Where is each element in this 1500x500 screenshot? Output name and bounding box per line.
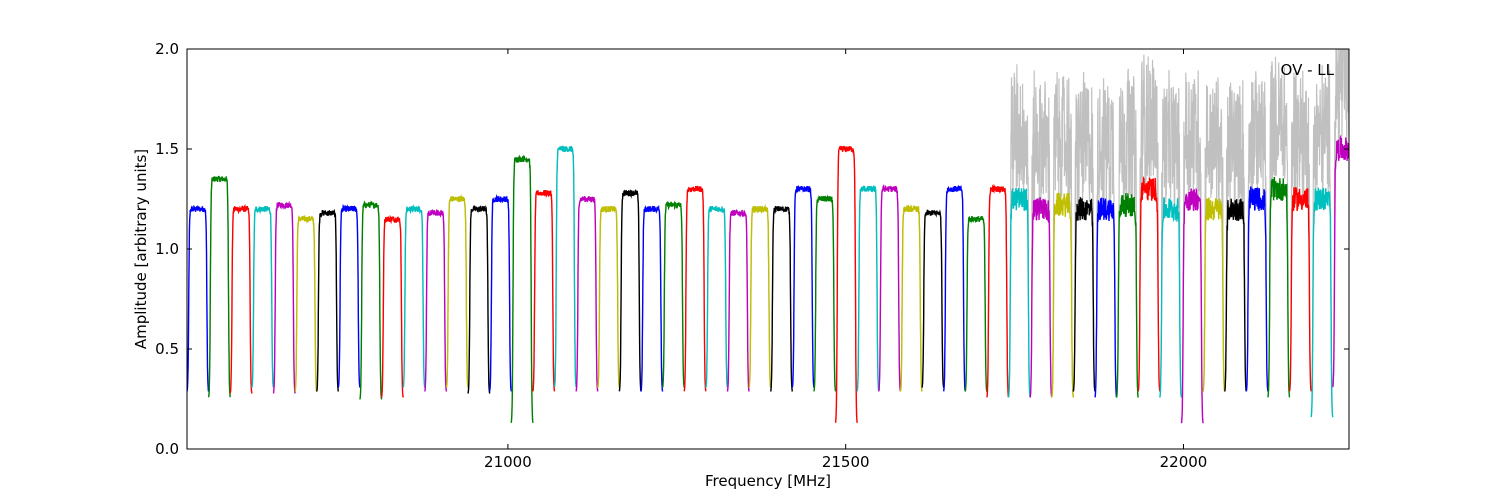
band-line: [1332, 134, 1349, 388]
band-line: [1288, 187, 1312, 392]
band-line: [1159, 197, 1183, 398]
band-line: [316, 208, 339, 392]
band-line: [207, 175, 231, 398]
y-tick-label: 0.0: [155, 440, 179, 458]
y-tick-label: 1.5: [155, 140, 179, 158]
band-line: [532, 190, 556, 392]
y-tick-label: 1.0: [155, 240, 179, 258]
band-line: [1267, 176, 1291, 398]
band-line: [986, 183, 1010, 398]
band-line: [1224, 198, 1247, 392]
band-line: [445, 194, 469, 388]
raw-band-line: [1137, 54, 1161, 392]
calibrated-bands-layer: [187, 134, 1349, 424]
band-line: [964, 215, 988, 392]
band-line: [229, 203, 253, 394]
band-line: [575, 196, 599, 392]
band-line: [337, 203, 361, 388]
band-line: [1115, 193, 1139, 398]
x-tick-label: 21000: [484, 453, 532, 471]
x-axis-ticks: 21000 21500 22000: [484, 49, 1207, 471]
x-tick-label: 21500: [822, 453, 870, 471]
x-tick-label: 22000: [1160, 453, 1208, 471]
y-axis-label: Amplitude [arbitrary units]: [132, 149, 150, 349]
band-line: [640, 204, 664, 392]
band-line: [899, 204, 923, 392]
band-line: [661, 200, 685, 388]
band-line: [705, 205, 729, 388]
band-line: [878, 184, 902, 392]
band-line: [553, 145, 577, 388]
y-tick-label: 2.0: [155, 40, 179, 58]
raw-band-line: [1094, 78, 1118, 398]
raw-band-line: [1267, 56, 1291, 398]
band-line: [272, 200, 296, 394]
band-line: [424, 209, 448, 392]
raw-band-line: [1180, 70, 1204, 424]
raw-band-line: [1332, 49, 1349, 388]
raw-band-line: [1288, 70, 1312, 392]
band-line: [187, 204, 210, 392]
band-line: [921, 209, 945, 388]
band-line: [834, 145, 858, 423]
raw-band-line: [1202, 77, 1226, 392]
band-line: [359, 200, 383, 400]
band-line: [726, 208, 750, 392]
band-line: [813, 194, 837, 392]
band-line: [770, 205, 793, 392]
band-line: [380, 214, 404, 398]
band-line: [1137, 175, 1161, 392]
band-line: [1029, 197, 1053, 398]
band-line: [1051, 192, 1075, 398]
band-line: [943, 184, 966, 392]
band-line: [618, 188, 642, 392]
band-line: [1094, 197, 1118, 398]
band-line: [1180, 187, 1204, 424]
band-line: [856, 184, 880, 392]
band-line: [251, 205, 275, 388]
y-tick-label: 0.5: [155, 340, 179, 358]
band-line: [597, 205, 621, 388]
raw-band-line: [1159, 69, 1183, 398]
band-line: [1202, 197, 1226, 392]
band-line: [402, 204, 426, 388]
raw-band-line: [1051, 71, 1074, 398]
band-line: [748, 203, 772, 388]
band-line: [1007, 187, 1031, 398]
band-line: [294, 214, 318, 392]
raw-band-line: [1224, 80, 1247, 392]
band-line: [1072, 197, 1096, 392]
band-line: [1310, 186, 1334, 418]
panel-annotation: OV - LL: [1281, 61, 1335, 79]
band-line: [683, 185, 707, 392]
x-axis-label: Frequency [MHz]: [705, 472, 831, 490]
band-line: [1245, 186, 1269, 392]
raw-band-line: [1245, 71, 1269, 392]
band-line: [510, 154, 534, 423]
band-line: [489, 194, 512, 392]
raw-band-line: [1310, 64, 1334, 418]
raw-band-line: [1072, 71, 1096, 392]
y-axis-ticks: 0.0 0.5 1.0 1.5 2.0: [155, 40, 1349, 458]
band-line: [791, 184, 815, 388]
band-line: [467, 204, 491, 394]
